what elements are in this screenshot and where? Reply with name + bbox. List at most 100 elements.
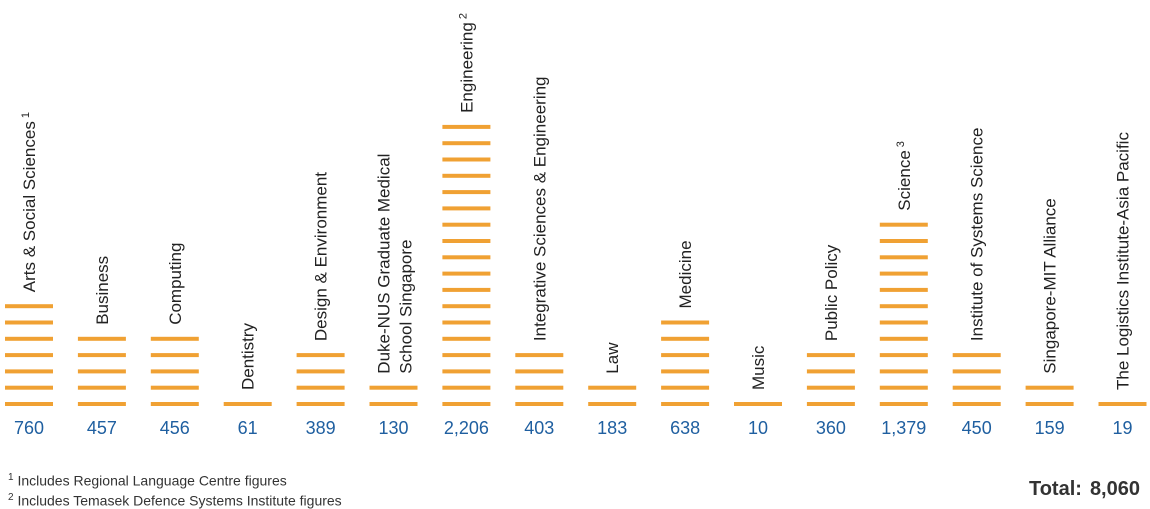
value-label-integrative-sciences-engineering: 403 <box>524 418 554 438</box>
bar-stripe-singapore-mit-alliance <box>1025 402 1074 406</box>
bar-stripe-singapore-mit-alliance <box>1025 385 1074 390</box>
bar-stripe-engineering <box>442 287 491 292</box>
bar-stripe-science <box>879 287 928 292</box>
bar-stripe-design-environment <box>296 369 345 374</box>
bar-stripe-engineering <box>442 369 491 374</box>
bar-stripe-science <box>879 222 928 227</box>
footnote-1-mark: 1 <box>8 472 14 483</box>
bar-stripe-science <box>879 304 928 309</box>
bar-stripe-medicine <box>661 320 710 325</box>
category-label-arts-social-sciences: Arts & Social Sciences1 <box>20 112 39 292</box>
bar-stripe-engineering <box>442 385 491 390</box>
bar-stripe-science <box>879 402 928 406</box>
value-label-medicine: 638 <box>670 418 700 438</box>
category-label-business: Business <box>93 256 112 325</box>
bar-stripe-arts-social-sciences <box>5 320 53 325</box>
category-label-music: Music <box>749 345 768 390</box>
bar-stripe-engineering <box>442 336 491 341</box>
bar-stripe-medicine <box>661 369 710 374</box>
bar-stripe-institute-of-systems-science <box>952 353 1001 358</box>
bar-stripe-law <box>588 402 637 406</box>
category-label-duke-nus-graduate-medical-school-singapore: Duke-NUS Graduate Medical <box>375 154 394 374</box>
value-label-arts-social-sciences: 760 <box>14 418 44 438</box>
bar-stripe-public-policy <box>806 402 855 406</box>
bar-stripe-medicine <box>661 336 710 341</box>
footnote-2: 2 Includes Temasek Defence Systems Insti… <box>8 492 342 509</box>
bar-stripe-medicine <box>661 402 710 406</box>
value-label-engineering: 2,206 <box>444 418 489 438</box>
value-label-computing: 456 <box>160 418 190 438</box>
bar-stripe-dentistry <box>223 402 272 406</box>
footnote-1-text: Includes Regional Language Centre figure… <box>17 472 287 489</box>
bar-stripe-science <box>879 336 928 341</box>
bar-stripe-medicine <box>661 385 710 390</box>
bar-stripe-duke-nus-graduate-medical-school-singapore <box>369 385 418 390</box>
bar-stripe-duke-nus-graduate-medical-school-singapore <box>369 402 418 406</box>
value-label-duke-nus-graduate-medical-school-singapore: 130 <box>378 418 408 438</box>
value-label-singapore-mit-alliance: 159 <box>1035 418 1065 438</box>
footnote-1: 1 Includes Regional Language Centre figu… <box>8 472 287 489</box>
bar-stripe-design-environment <box>296 385 345 390</box>
total-value: 8,060 <box>1089 478 1140 500</box>
bar-stripe-engineering <box>442 304 491 309</box>
category-footnote-mark: 2 <box>457 13 469 19</box>
bar-stripe-science <box>879 239 928 243</box>
category-label-engineering: Engineering2 <box>457 13 476 113</box>
bar-stripe-engineering <box>442 255 491 260</box>
bar-stripe-law <box>588 385 637 390</box>
total-label: Total: <box>1028 478 1082 500</box>
bar-stripe-integrative-sciences-engineering <box>515 385 564 390</box>
bar-stripe-engineering <box>442 173 491 178</box>
category-label-institute-of-systems-science: Institute of Systems Science <box>968 128 987 342</box>
value-label-institute-of-systems-science: 450 <box>962 418 992 438</box>
bar-stripe-music <box>734 402 782 406</box>
footnote-2-text: Includes Temasek Defence Systems Institu… <box>17 492 342 509</box>
bar-stripe-business <box>77 369 126 374</box>
bar-stripe-business <box>77 353 126 358</box>
bar-stripe-science <box>879 369 928 374</box>
bar-stripe-engineering <box>442 141 491 146</box>
bar-stripe-computing <box>150 402 199 406</box>
category-label-science: Science3 <box>895 141 914 211</box>
category-label-duke-nus-graduate-medical-school-singapore: School Singapore <box>397 239 416 373</box>
bar-stripe-the-logistics-institute-asia-pacific <box>1098 402 1147 406</box>
total-summary: Total: 8,060 <box>1029 478 1140 501</box>
bar-stripe-public-policy <box>806 353 855 358</box>
bar-stripe-design-environment <box>296 402 345 406</box>
category-label-computing: Computing <box>166 243 185 325</box>
bar-stripe-business <box>77 336 126 341</box>
value-label-law: 183 <box>597 418 627 438</box>
category-label-singapore-mit-alliance: Singapore-MIT Alliance <box>1041 198 1060 373</box>
category-footnote-mark: 3 <box>895 141 907 147</box>
value-label-public-policy: 360 <box>816 418 846 438</box>
bar-stripe-engineering <box>442 222 491 227</box>
category-label-design-environment: Design & Environment <box>312 172 331 341</box>
bar-stripe-arts-social-sciences <box>5 336 53 341</box>
bar-stripe-integrative-sciences-engineering <box>515 353 564 358</box>
bar-stripe-institute-of-systems-science <box>952 385 1001 390</box>
category-label-law: Law <box>603 342 622 374</box>
value-label-business: 457 <box>87 418 117 438</box>
category-label-integrative-sciences-engineering: Integrative Sciences & Engineering <box>530 76 549 341</box>
category-label-dentistry: Dentistry <box>239 322 258 390</box>
footnote-2-mark: 2 <box>8 492 14 503</box>
value-label-dentistry: 61 <box>238 418 258 438</box>
bar-stripe-arts-social-sciences <box>5 385 53 390</box>
value-label-music: 10 <box>748 418 768 438</box>
bar-stripe-computing <box>150 385 199 390</box>
bar-stripe-business <box>77 402 126 406</box>
bar-stripe-medicine <box>661 353 710 358</box>
bar-stripe-engineering <box>442 157 491 162</box>
value-label-the-logistics-institute-asia-pacific: 19 <box>1112 418 1132 438</box>
bar-stripe-public-policy <box>806 369 855 374</box>
bar-stripe-computing <box>150 336 199 341</box>
category-footnote-mark: 1 <box>20 112 32 118</box>
bar-stripe-institute-of-systems-science <box>952 402 1001 406</box>
bar-stripe-computing <box>150 353 199 358</box>
bar-stripe-science <box>879 385 928 390</box>
bar-stripe-engineering <box>442 353 491 358</box>
bar-stripe-computing <box>150 369 199 374</box>
bar-stripe-arts-social-sciences <box>5 304 53 309</box>
bar-stripe-science <box>879 255 928 260</box>
